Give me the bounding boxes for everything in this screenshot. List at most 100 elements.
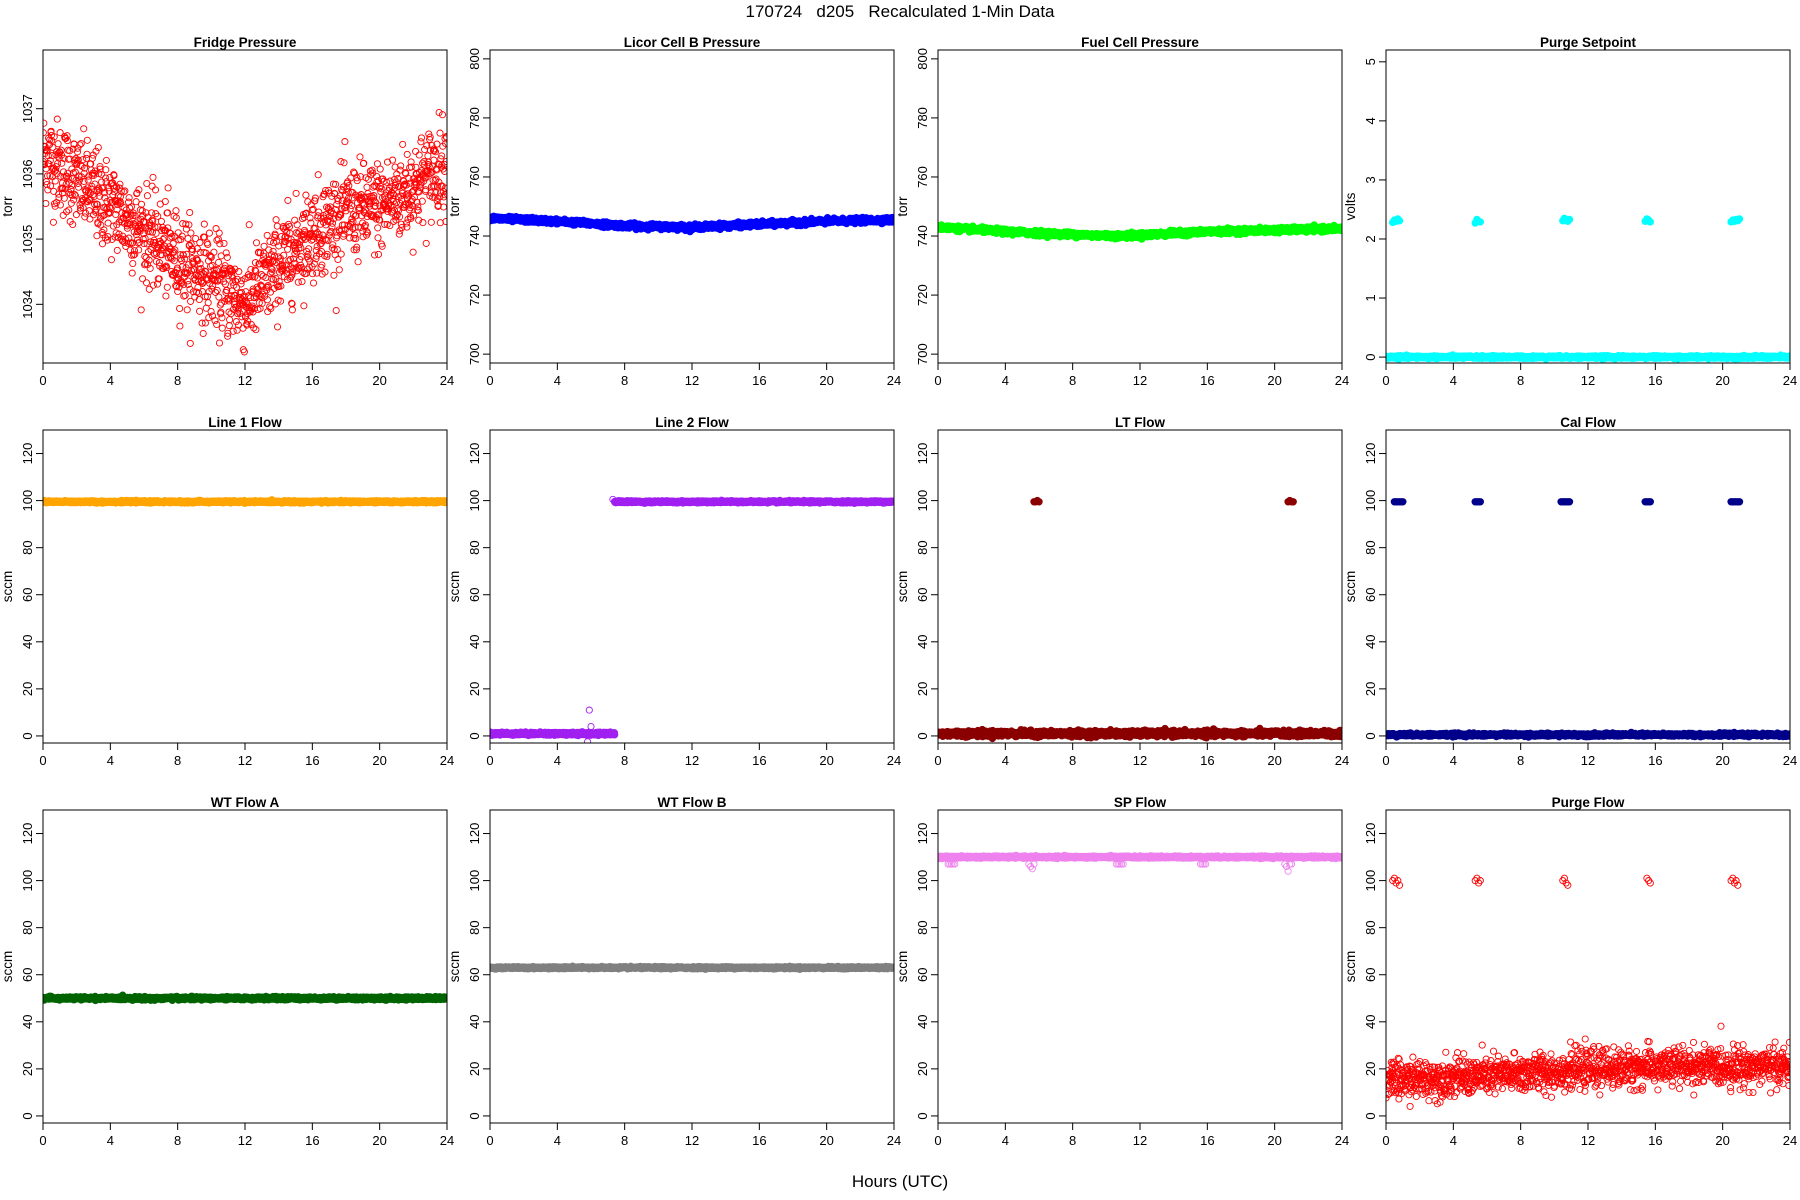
data-point [242, 298, 250, 306]
data-point [82, 209, 90, 217]
data-point [96, 162, 104, 171]
data-point [182, 225, 190, 233]
data-point [252, 326, 260, 334]
plot-frame [937, 49, 1343, 364]
data-point [174, 287, 182, 296]
data-point [278, 262, 286, 270]
data-point [419, 219, 427, 227]
data-point [46, 156, 54, 165]
data-point [89, 191, 97, 199]
data-point [135, 246, 143, 254]
data-point [155, 275, 163, 283]
data-point [240, 292, 248, 300]
data-point [238, 313, 246, 321]
data-point [151, 186, 160, 194]
y-axis-label: torr [447, 196, 462, 217]
data-point [390, 191, 398, 199]
data-point [383, 178, 391, 186]
data-point [129, 259, 137, 268]
data-point [415, 169, 424, 177]
data-point [196, 260, 204, 268]
data-point [250, 294, 258, 302]
data-point [187, 297, 195, 305]
data-point [225, 322, 233, 330]
data-point [229, 327, 237, 335]
data-point [284, 196, 292, 204]
data-point [393, 170, 401, 178]
data-point [73, 159, 81, 167]
data-point [55, 194, 63, 202]
data-point [307, 236, 316, 244]
data-point [184, 277, 192, 285]
data-point [92, 205, 100, 213]
y-tick-label: 1035 [20, 225, 35, 254]
data-point [157, 217, 165, 225]
x-tick-label: 24 [1335, 373, 1349, 388]
data-point [284, 234, 292, 242]
data-point [277, 282, 285, 290]
data-point [80, 177, 88, 185]
x-tick-label: 24 [887, 373, 901, 388]
data-point [163, 264, 171, 272]
data-point [413, 198, 421, 206]
data-point [235, 268, 243, 276]
data-point [57, 146, 65, 154]
data-point [368, 166, 376, 174]
data-point [164, 184, 172, 192]
data-point [94, 143, 102, 152]
data-point [414, 206, 422, 215]
data-point [273, 222, 281, 230]
plot-frame [489, 49, 895, 364]
data-point [103, 197, 111, 206]
data-point [363, 183, 371, 191]
data-point [201, 233, 209, 241]
data-point [297, 244, 305, 252]
data-point [381, 191, 389, 199]
data-point [98, 240, 107, 248]
data-point [179, 251, 187, 259]
data-point [136, 227, 144, 235]
data-point [430, 156, 438, 164]
data-point [291, 250, 299, 258]
data-point [352, 212, 360, 220]
data-point [138, 207, 146, 215]
data-point [200, 220, 208, 228]
data-point [198, 319, 206, 327]
data-point [309, 205, 317, 213]
data-point [43, 199, 50, 208]
data-point [227, 266, 236, 274]
data-point [204, 240, 212, 249]
data-point [344, 194, 353, 202]
data-point [67, 199, 75, 207]
data-point [137, 200, 146, 208]
data-point [107, 199, 115, 207]
data-point [176, 304, 184, 313]
data-point [441, 135, 447, 143]
data-point [366, 167, 374, 175]
data-point [438, 111, 447, 119]
data-point [83, 150, 91, 158]
data-point [201, 267, 209, 275]
data-point [141, 252, 149, 260]
data-point [259, 252, 268, 260]
data-point [251, 266, 259, 274]
data-point [351, 231, 359, 239]
data-point [426, 146, 434, 154]
data-point [277, 232, 286, 241]
data-point [189, 288, 197, 296]
data-point [195, 295, 203, 304]
data-point [309, 279, 318, 287]
data-point [352, 246, 360, 254]
data-point [324, 217, 332, 225]
data-point [252, 267, 260, 275]
data-point [345, 182, 353, 190]
data-point [334, 255, 342, 264]
data-point [146, 264, 154, 272]
data-point [288, 306, 296, 314]
data-point [431, 148, 440, 156]
data-point [71, 190, 79, 199]
data-point [64, 174, 72, 182]
data-point [247, 265, 255, 274]
data-point [79, 156, 87, 164]
data-point [396, 213, 404, 221]
